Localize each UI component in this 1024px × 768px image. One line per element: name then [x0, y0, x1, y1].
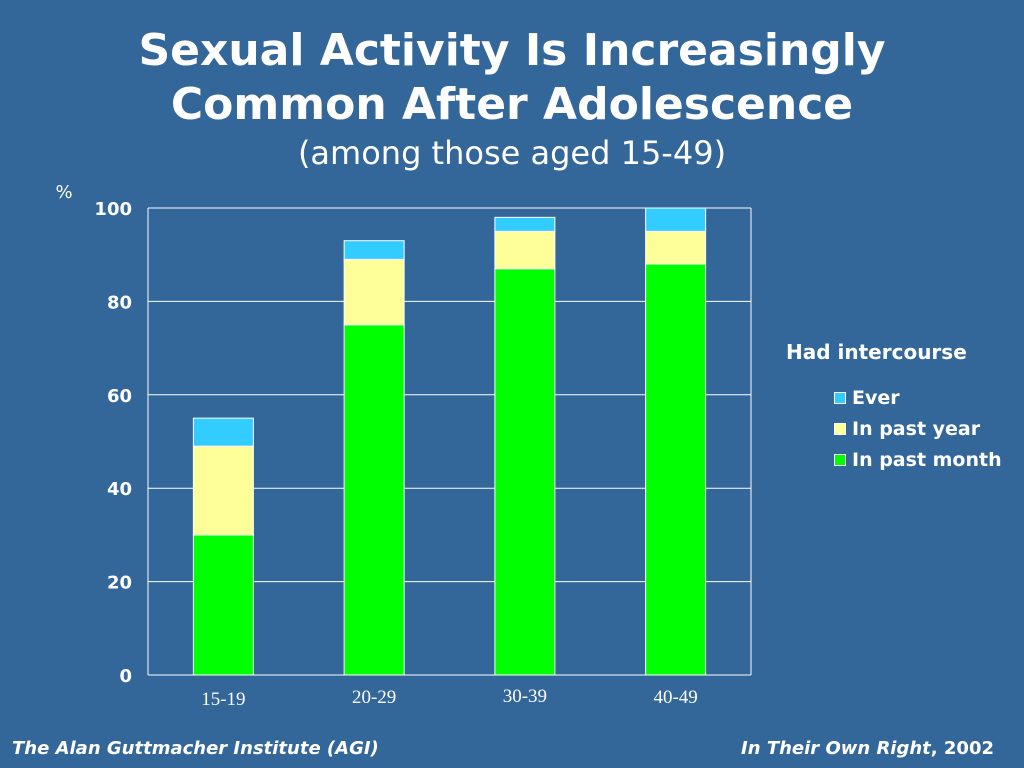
- bar-segment-ever: [192, 417, 254, 447]
- footer-source: The Alan Guttmacher Institute (AGI): [12, 738, 379, 759]
- bar-segment-in-past-month: [343, 324, 405, 676]
- footer-citation-title: In Their Own Right: [741, 738, 931, 759]
- title-line-1: Sexual Activity Is Increasingly: [138, 25, 886, 76]
- legend-label: Ever: [852, 386, 900, 409]
- y-tick-label: 60: [107, 386, 132, 407]
- title-text: Sexual Activity Is Increasingly Common Af…: [138, 25, 885, 130]
- legend-label: In past month: [852, 448, 1002, 471]
- x-tick-label: 30-39: [503, 686, 547, 707]
- y-tick-label: 40: [107, 479, 132, 500]
- y-tick-label: 0: [119, 666, 132, 687]
- y-axis-label: %: [55, 182, 72, 203]
- legend-item: In past month: [834, 444, 1002, 475]
- bar-segment-ever: [645, 207, 707, 232]
- footer-citation: In Their Own Right, 2002: [741, 738, 994, 759]
- legend-swatch: [834, 391, 846, 404]
- x-tick-label: 40-49: [653, 687, 697, 708]
- chart-subtitle: (among those aged 15-49): [297, 134, 727, 172]
- legend-swatch: [834, 422, 846, 435]
- y-tick-label: 20: [107, 573, 132, 594]
- bar-segment-in-past-month: [645, 263, 707, 676]
- y-tick-label: 100: [94, 199, 132, 220]
- x-tick-label: 20-29: [352, 687, 396, 708]
- legend-title: Had intercourse: [786, 340, 967, 364]
- footer-citation-year: , 2002: [930, 738, 994, 759]
- bar-segment-in-past-month: [494, 268, 556, 676]
- chart-title: Sexual Activity Is Increasingly Common Af…: [0, 24, 1024, 132]
- bar-segment-ever: [494, 216, 556, 232]
- bar-segment-in-past-year: [494, 230, 556, 270]
- bar-segment-in-past-year: [192, 445, 254, 536]
- legend-item: In past year: [834, 413, 1002, 444]
- legend-swatch: [834, 453, 846, 466]
- legend-label: In past year: [852, 417, 981, 440]
- bar-segment-in-past-year: [343, 258, 405, 326]
- legend-item: Ever: [834, 382, 1002, 413]
- bar-segment-in-past-month: [192, 534, 254, 676]
- bar-segment-ever: [343, 240, 405, 260]
- legend: Ever In past year In past month: [834, 382, 1002, 475]
- y-tick-label: 80: [107, 292, 132, 313]
- x-tick-label: 15-19: [201, 689, 245, 710]
- title-line-2: Common After Adolescence: [170, 79, 854, 130]
- bar-segment-in-past-year: [645, 230, 707, 265]
